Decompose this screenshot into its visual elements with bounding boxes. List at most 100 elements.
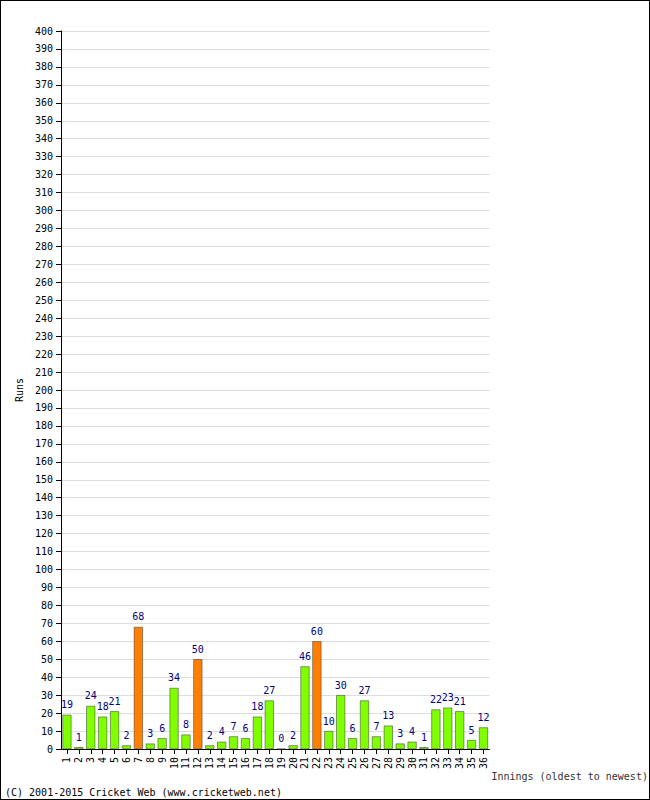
- svg-text:3: 3: [147, 728, 153, 739]
- svg-text:36: 36: [478, 757, 489, 769]
- svg-text:6: 6: [242, 723, 248, 734]
- svg-text:34: 34: [454, 757, 465, 769]
- svg-text:1: 1: [421, 732, 427, 743]
- svg-text:13: 13: [204, 757, 215, 769]
- svg-text:340: 340: [35, 133, 53, 144]
- svg-text:6: 6: [350, 723, 356, 734]
- svg-text:17: 17: [252, 757, 263, 769]
- svg-text:(C) 2001-2015 Cricket Web (www: (C) 2001-2015 Cricket Web (www.cricketwe…: [5, 787, 282, 798]
- svg-text:20: 20: [41, 708, 53, 719]
- svg-text:7: 7: [231, 721, 237, 732]
- svg-text:2: 2: [290, 730, 296, 741]
- svg-text:21: 21: [109, 696, 121, 707]
- svg-text:13: 13: [382, 710, 394, 721]
- svg-text:35: 35: [466, 757, 477, 769]
- svg-text:18: 18: [97, 701, 109, 712]
- svg-text:330: 330: [35, 151, 53, 162]
- svg-text:0: 0: [47, 744, 53, 755]
- svg-text:21: 21: [454, 696, 466, 707]
- svg-text:1: 1: [76, 732, 82, 743]
- svg-text:380: 380: [35, 61, 53, 72]
- svg-text:25: 25: [347, 757, 358, 769]
- svg-text:31: 31: [418, 757, 429, 769]
- svg-text:260: 260: [35, 277, 53, 288]
- svg-text:12: 12: [477, 712, 489, 723]
- svg-text:3: 3: [85, 757, 96, 763]
- svg-text:3: 3: [397, 728, 403, 739]
- svg-text:300: 300: [35, 205, 53, 216]
- svg-text:27: 27: [263, 685, 275, 696]
- svg-text:160: 160: [35, 456, 53, 467]
- svg-text:290: 290: [35, 223, 53, 234]
- svg-text:16: 16: [240, 757, 251, 769]
- svg-text:23: 23: [323, 757, 334, 769]
- svg-text:30: 30: [407, 757, 418, 769]
- svg-text:140: 140: [35, 492, 53, 503]
- svg-text:7: 7: [373, 721, 379, 732]
- svg-text:33: 33: [442, 757, 453, 769]
- svg-text:20: 20: [288, 757, 299, 769]
- svg-text:180: 180: [35, 420, 53, 431]
- svg-text:50: 50: [192, 644, 204, 655]
- svg-text:0: 0: [278, 733, 284, 744]
- svg-text:5: 5: [109, 757, 120, 763]
- svg-text:100: 100: [35, 564, 53, 575]
- svg-text:14: 14: [216, 757, 227, 769]
- svg-text:270: 270: [35, 259, 53, 270]
- svg-text:2: 2: [207, 730, 213, 741]
- svg-text:200: 200: [35, 385, 53, 396]
- svg-text:15: 15: [228, 757, 239, 769]
- svg-text:240: 240: [35, 313, 53, 324]
- svg-text:27: 27: [371, 757, 382, 769]
- svg-text:27: 27: [358, 685, 370, 696]
- svg-text:23: 23: [442, 692, 454, 703]
- svg-text:24: 24: [85, 690, 97, 701]
- svg-text:8: 8: [145, 757, 156, 763]
- svg-text:60: 60: [41, 636, 53, 647]
- svg-text:29: 29: [395, 757, 406, 769]
- svg-text:60: 60: [311, 626, 323, 637]
- svg-text:10: 10: [323, 716, 335, 727]
- svg-text:1: 1: [61, 757, 72, 763]
- svg-text:26: 26: [359, 757, 370, 769]
- svg-text:390: 390: [35, 43, 53, 54]
- svg-text:370: 370: [35, 79, 53, 90]
- svg-text:210: 210: [35, 367, 53, 378]
- svg-text:120: 120: [35, 528, 53, 539]
- svg-text:8: 8: [183, 719, 189, 730]
- svg-text:30: 30: [41, 690, 53, 701]
- svg-text:24: 24: [335, 757, 346, 769]
- svg-text:34: 34: [168, 672, 180, 683]
- svg-text:110: 110: [35, 546, 53, 557]
- svg-text:4: 4: [97, 757, 108, 763]
- svg-text:170: 170: [35, 438, 53, 449]
- svg-text:Runs: Runs: [14, 378, 25, 402]
- svg-text:2: 2: [123, 730, 129, 741]
- svg-text:19: 19: [276, 757, 287, 769]
- svg-text:400: 400: [35, 26, 53, 37]
- svg-text:12: 12: [192, 757, 203, 769]
- svg-text:80: 80: [41, 600, 53, 611]
- svg-text:9: 9: [157, 757, 168, 763]
- svg-text:50: 50: [41, 654, 53, 665]
- svg-text:Innings (oldest to newest): Innings (oldest to newest): [491, 771, 648, 782]
- svg-text:32: 32: [430, 757, 441, 769]
- svg-text:130: 130: [35, 510, 53, 521]
- svg-text:280: 280: [35, 241, 53, 252]
- svg-text:250: 250: [35, 295, 53, 306]
- svg-text:18: 18: [251, 701, 263, 712]
- svg-text:70: 70: [41, 618, 53, 629]
- svg-text:6: 6: [121, 757, 132, 763]
- svg-text:90: 90: [41, 582, 53, 593]
- svg-text:360: 360: [35, 97, 53, 108]
- svg-text:28: 28: [383, 757, 394, 769]
- svg-text:310: 310: [35, 187, 53, 198]
- svg-text:46: 46: [299, 651, 311, 662]
- svg-text:5: 5: [469, 725, 475, 736]
- svg-text:150: 150: [35, 474, 53, 485]
- svg-text:10: 10: [169, 757, 180, 769]
- svg-text:18: 18: [264, 757, 275, 769]
- svg-text:30: 30: [335, 680, 347, 691]
- svg-text:220: 220: [35, 349, 53, 360]
- svg-text:2: 2: [73, 757, 84, 763]
